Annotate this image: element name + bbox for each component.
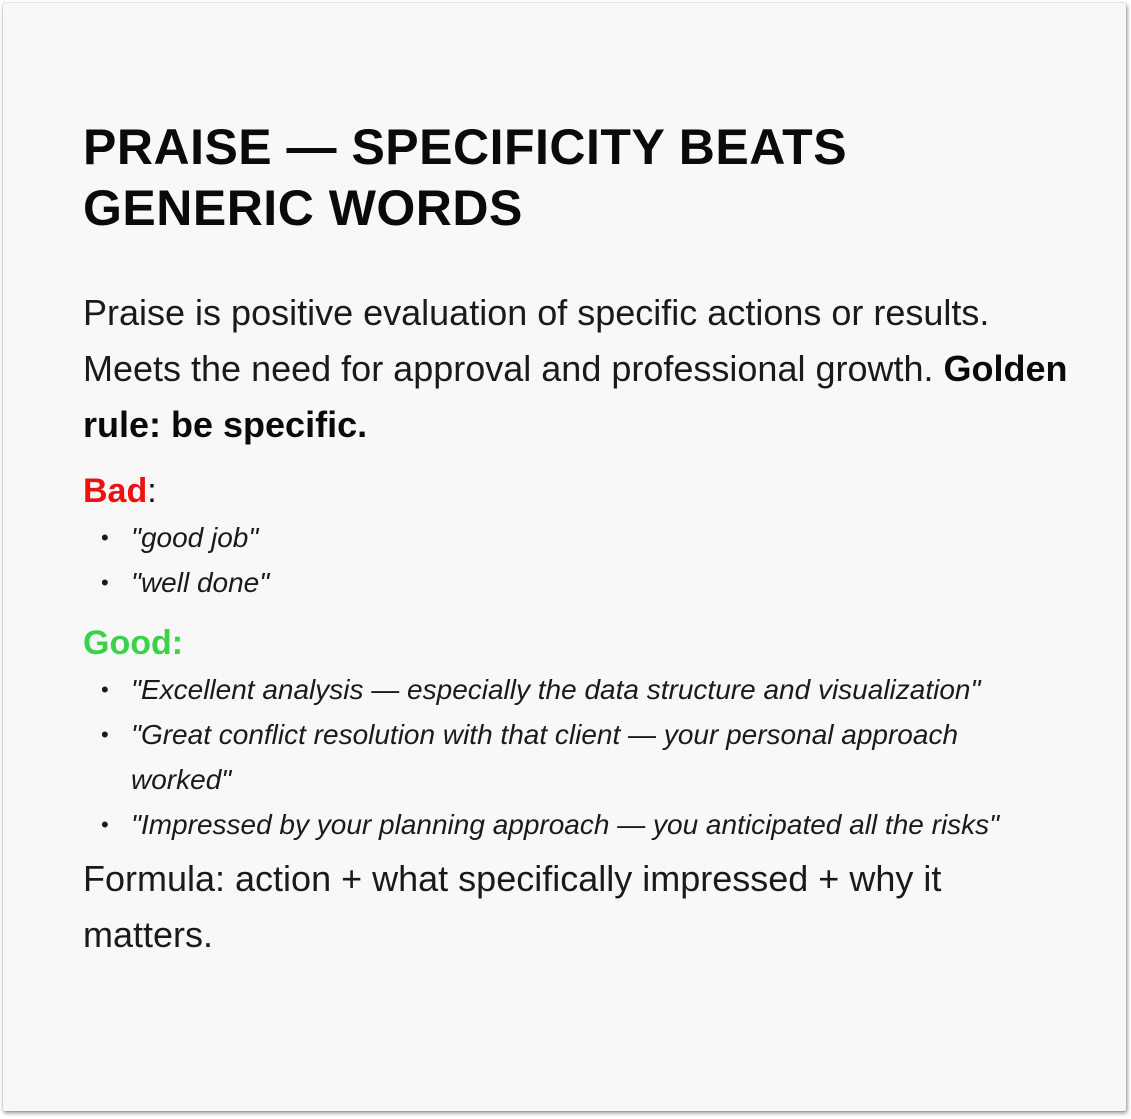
slide-content: PRAISE — SPECIFICITY BEATS GENERIC WORDS… (83, 117, 1073, 963)
bullet-icon: • (101, 722, 109, 747)
bad-example-text: "good job" (131, 522, 259, 553)
good-example-item: • "Great conflict resolution with that cl… (101, 712, 1073, 802)
bad-label-colon: : (147, 472, 157, 510)
good-example-text: "Excellent analysis — especially the dat… (131, 674, 981, 705)
good-example-text: "Great conflict resolution with that cli… (131, 719, 959, 795)
golden-rule: Golden rule: be specific. (83, 348, 1068, 445)
bad-heading: Bad: (83, 471, 1073, 511)
bad-examples-list: • "good job" • "well done" (83, 515, 1073, 605)
bullet-icon: • (101, 525, 109, 550)
bullet-icon: • (101, 677, 109, 702)
bad-example-item: • "well done" (101, 560, 1073, 605)
formula-text: Formula: action + what specifically impr… (83, 858, 942, 955)
bad-label: Bad (83, 472, 148, 510)
good-label: Good: (83, 624, 184, 662)
good-heading: Good: (83, 623, 1073, 663)
intro-paragraph: Praise is positive evaluation of specifi… (83, 285, 1073, 453)
bad-example-item: • "good job" (101, 515, 1073, 560)
bad-example-text: "well done" (131, 567, 270, 598)
good-example-item: • "Excellent analysis — especially the da… (101, 667, 1073, 712)
intro-text: Praise is positive evaluation of specifi… (83, 292, 990, 389)
good-examples-list: • "Excellent analysis — especially the da… (83, 667, 1073, 847)
good-example-text: "Impressed by your planning approach — y… (131, 809, 1000, 840)
bullet-icon: • (101, 812, 109, 837)
slide-title: PRAISE — SPECIFICITY BEATS GENERIC WORDS (83, 119, 848, 236)
slide-card: PRAISE — SPECIFICITY BEATS GENERIC WORDS… (3, 3, 1126, 1111)
good-example-item: • "Impressed by your planning approach — … (101, 802, 1073, 847)
bullet-icon: • (101, 570, 109, 595)
